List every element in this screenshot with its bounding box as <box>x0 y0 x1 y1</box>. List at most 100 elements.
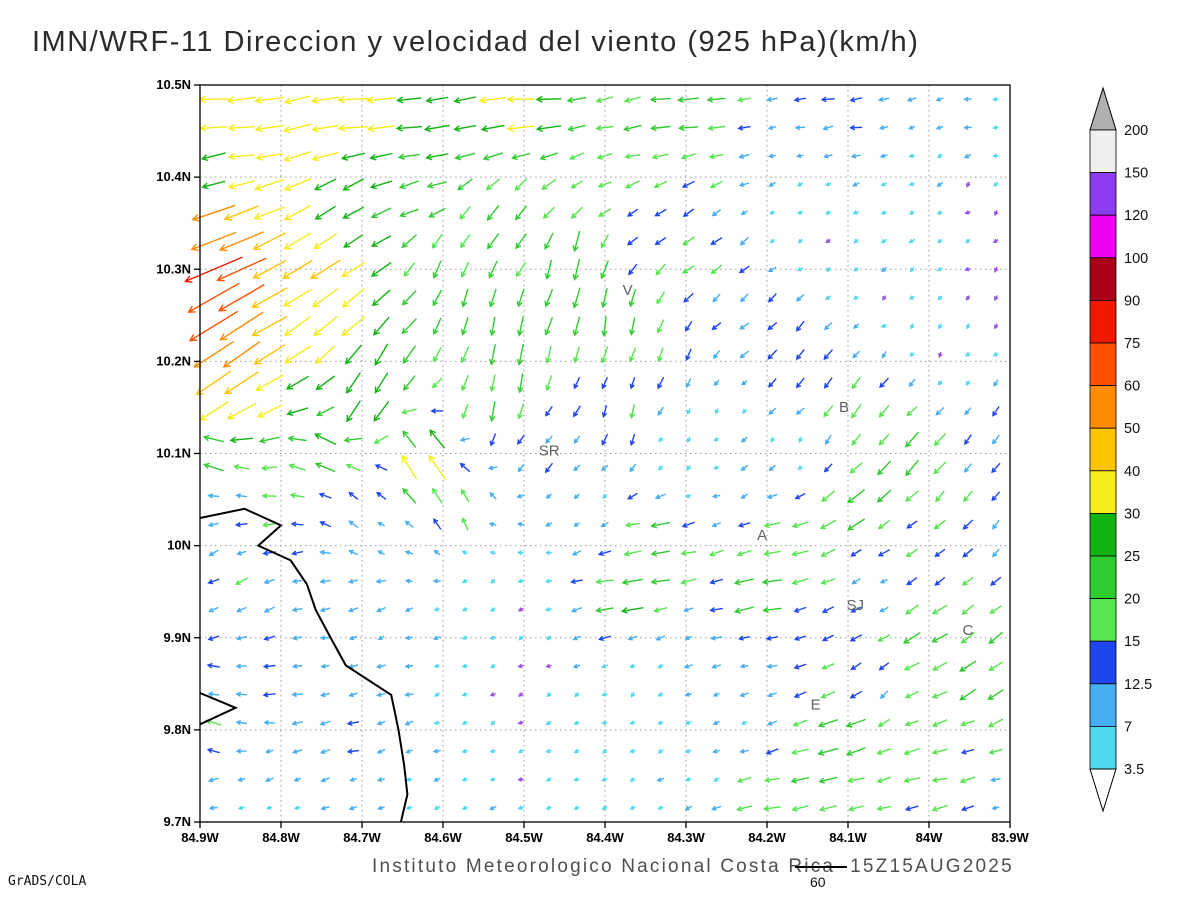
wind-vector <box>620 607 644 614</box>
wind-vector <box>656 319 665 334</box>
wind-vector <box>736 776 752 784</box>
wind-vector <box>319 578 331 584</box>
grads-credit: GrADS/COLA <box>8 874 87 889</box>
wind-vector <box>433 777 441 782</box>
wind-vector <box>376 521 386 527</box>
wind-vector <box>762 606 782 614</box>
wind-vector <box>570 206 583 219</box>
wind-vector <box>657 347 664 363</box>
wind-vector <box>341 287 365 308</box>
wind-vector <box>654 493 666 500</box>
wind-vector <box>738 182 750 188</box>
wind-vector <box>433 692 441 697</box>
wind-vector <box>263 606 275 613</box>
wind-vector <box>600 234 610 249</box>
wind-vector <box>208 549 219 557</box>
wind-vector <box>655 635 666 641</box>
wind-vector <box>849 690 863 699</box>
wind-vector <box>432 487 443 504</box>
wind-vector <box>677 124 699 132</box>
wind-vector <box>516 521 525 527</box>
wind-vector <box>817 747 839 756</box>
wind-vector <box>236 606 247 613</box>
wind-vector <box>823 349 834 361</box>
wind-vector <box>566 96 587 104</box>
wind-vector <box>708 153 724 160</box>
wind-vector <box>768 407 777 416</box>
wind-vector <box>818 805 837 812</box>
wind-vector <box>624 180 640 189</box>
wind-vector <box>794 635 806 641</box>
wind-vector <box>686 408 692 415</box>
wind-vector <box>680 550 696 557</box>
wind-vector <box>219 311 264 341</box>
wind-vector <box>657 406 664 417</box>
wind-vector <box>657 663 664 669</box>
wind-vector <box>366 124 395 133</box>
wind-vector <box>933 433 947 447</box>
wind-vector <box>342 206 365 219</box>
wind-vector <box>193 341 234 368</box>
wind-vector <box>288 463 307 471</box>
wind-vector <box>459 436 470 443</box>
wind-vector <box>544 232 554 250</box>
wind-vector <box>934 548 946 558</box>
wind-vector <box>430 408 444 414</box>
wind-vector <box>601 316 608 338</box>
wind-vector <box>709 578 723 585</box>
wind-vector <box>517 805 524 810</box>
wind-vectors <box>184 95 1004 812</box>
wind-vector <box>433 549 441 556</box>
wind-vector <box>320 663 330 669</box>
wind-vector <box>909 352 915 358</box>
wind-vector <box>487 465 498 471</box>
wind-vector <box>208 606 219 613</box>
lon-tick-label: 84.7W <box>343 830 381 845</box>
wind-vector <box>319 607 331 613</box>
wind-vector <box>570 606 583 613</box>
wind-vector <box>517 373 524 394</box>
wind-vector <box>876 805 891 812</box>
colorbar-segment <box>1089 640 1117 685</box>
wind-vector <box>375 578 387 584</box>
wind-vector <box>432 635 441 641</box>
wind-vector <box>291 607 303 613</box>
wind-vector <box>405 805 413 811</box>
wind-vector <box>880 182 888 187</box>
wind-vector <box>739 322 750 330</box>
wind-vector <box>994 323 999 330</box>
wind-vector <box>539 152 558 161</box>
wind-vector <box>432 578 441 584</box>
wind-vector <box>849 634 863 642</box>
wind-vector <box>770 436 775 443</box>
wind-vector <box>963 463 972 473</box>
lon-tick-label: 84.6W <box>424 830 462 845</box>
wind-vector <box>256 404 282 418</box>
wind-vector <box>852 350 861 359</box>
wind-vector <box>429 429 446 449</box>
lon-tick-label: 84.8W <box>262 830 300 845</box>
wind-vector <box>713 437 720 442</box>
wind-vector <box>544 607 553 612</box>
wind-vector <box>622 124 642 132</box>
wind-vector <box>374 343 389 366</box>
wind-vector <box>794 492 806 500</box>
colorbar-label: 100 <box>1124 251 1148 267</box>
wind-vector <box>235 635 247 641</box>
wind-vector <box>346 748 360 755</box>
wind-vector <box>768 210 776 215</box>
wind-vector <box>657 376 665 390</box>
wind-vector <box>624 153 641 160</box>
wind-vector <box>936 181 944 187</box>
wind-vector <box>488 288 497 308</box>
wind-vector <box>432 317 442 336</box>
wind-vector <box>286 407 309 416</box>
wind-vector <box>992 125 999 130</box>
wind-vector <box>223 205 260 221</box>
wind-vector <box>541 178 557 190</box>
wind-vector <box>627 492 638 500</box>
wind-vector <box>965 380 971 386</box>
wind-vector <box>545 748 552 754</box>
wind-vector <box>517 316 524 337</box>
